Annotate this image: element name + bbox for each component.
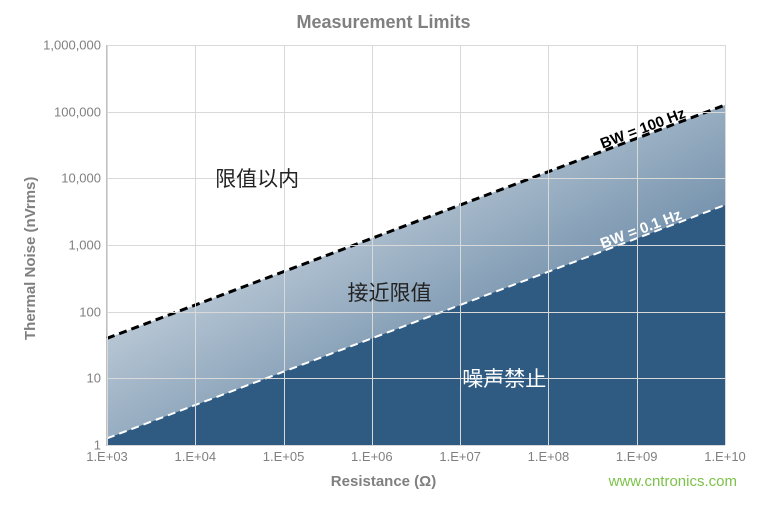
plot-area: 1101001,00010,000100,0001,000,0001.E+031… bbox=[106, 45, 725, 446]
x-tick-label: 1.E+09 bbox=[616, 445, 658, 464]
gridline-h bbox=[107, 245, 725, 246]
watermark: www.cntronics.com bbox=[609, 473, 737, 490]
x-tick-label: 1.E+04 bbox=[174, 445, 216, 464]
y-tick-label: 10,000 bbox=[61, 171, 107, 186]
x-tick-label: 1.E+10 bbox=[704, 445, 746, 464]
region-label-1: 接近限值 bbox=[348, 277, 432, 307]
x-tick-label: 1.E+05 bbox=[263, 445, 305, 464]
y-tick-label: 1,000,000 bbox=[43, 38, 107, 53]
gridline-v bbox=[372, 45, 373, 445]
gridline-v bbox=[195, 45, 196, 445]
gridline-h bbox=[107, 45, 725, 46]
gridline-v bbox=[107, 45, 108, 445]
gridline-v bbox=[284, 45, 285, 445]
gridline-v bbox=[637, 45, 638, 445]
chart-title: Measurement Limits bbox=[0, 12, 767, 33]
x-tick-label: 1.E+07 bbox=[439, 445, 481, 464]
y-axis-label: Thermal Noise (nVrms) bbox=[22, 177, 39, 340]
y-tick-label: 100,000 bbox=[54, 104, 107, 119]
x-tick-label: 1.E+06 bbox=[351, 445, 393, 464]
gridline-h bbox=[107, 378, 725, 379]
x-tick-label: 1.E+08 bbox=[528, 445, 570, 464]
y-tick-label: 10 bbox=[87, 371, 107, 386]
gridline-v bbox=[725, 45, 726, 445]
y-tick-label: 1,000 bbox=[68, 238, 107, 253]
y-tick-label: 100 bbox=[79, 304, 107, 319]
gridline-v bbox=[460, 45, 461, 445]
gridline-v bbox=[548, 45, 549, 445]
region-label-2: 噪声禁止 bbox=[462, 363, 546, 393]
x-tick-label: 1.E+03 bbox=[86, 445, 128, 464]
region-label-0: 限值以内 bbox=[215, 163, 299, 193]
gridline-h bbox=[107, 312, 725, 313]
chart-root: Measurement Limits Thermal Noise (nVrms)… bbox=[0, 0, 767, 511]
gridline-h bbox=[107, 112, 725, 113]
gridline-h bbox=[107, 178, 725, 179]
